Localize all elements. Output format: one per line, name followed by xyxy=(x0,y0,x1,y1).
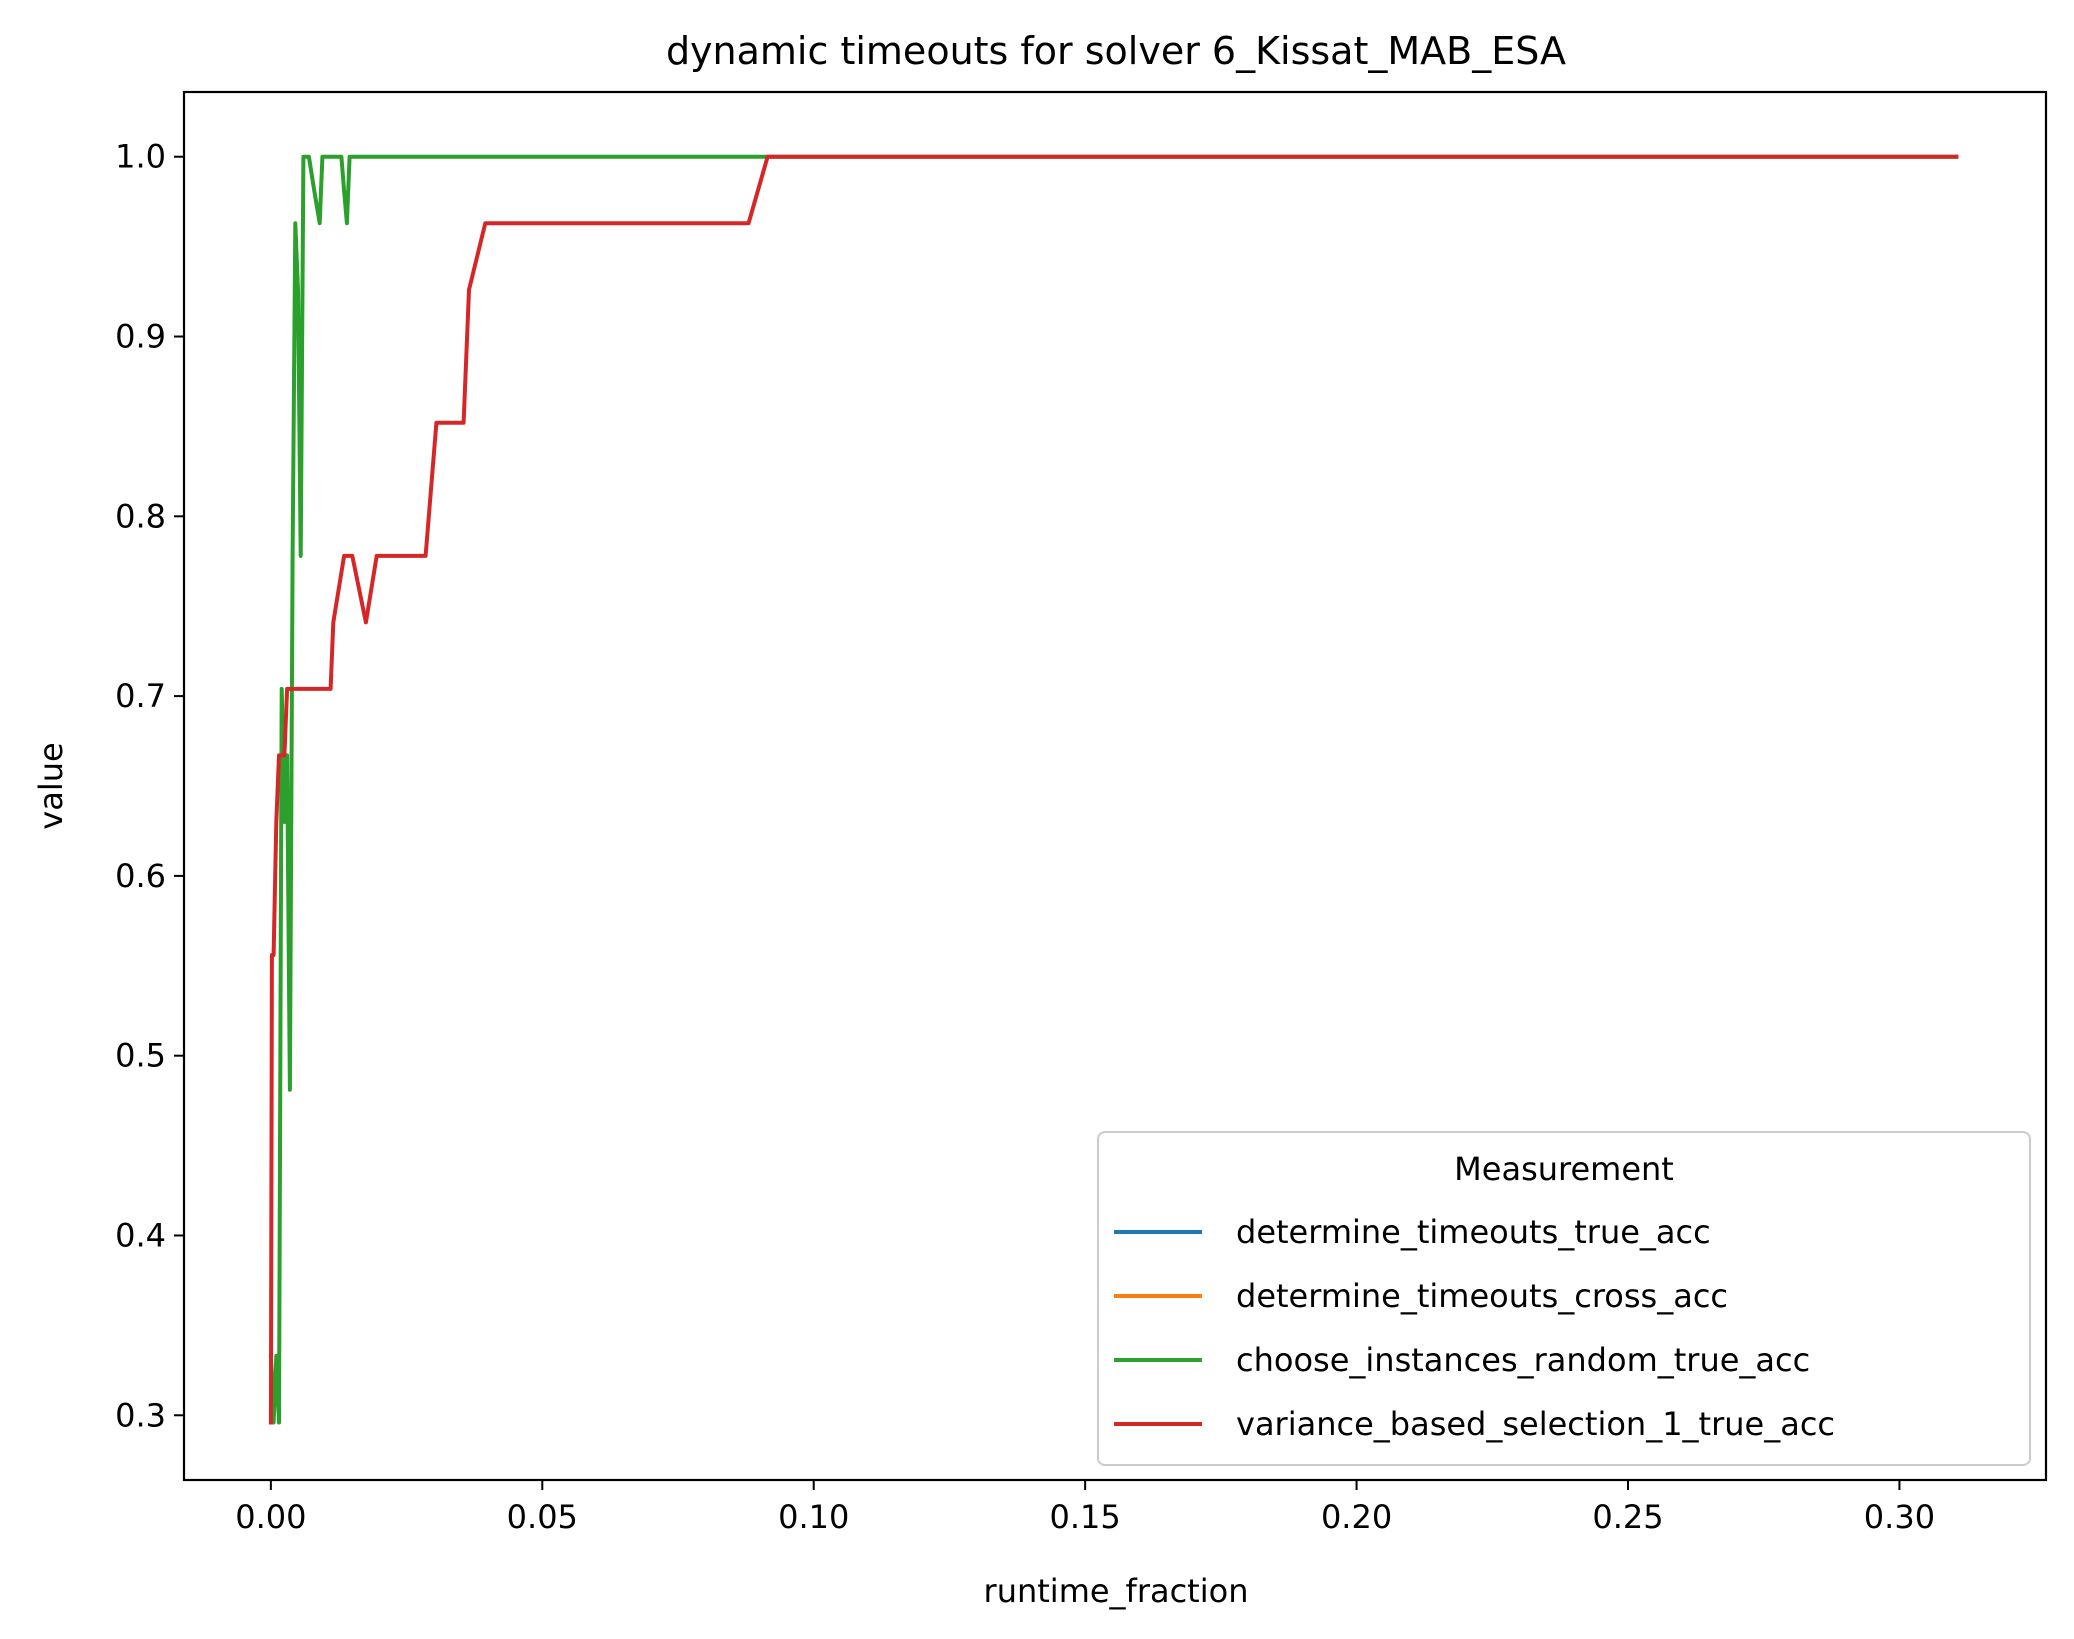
legend-entry-label: choose_instances_random_true_acc xyxy=(1236,1341,1810,1379)
y-axis-label: value xyxy=(32,742,70,829)
x-tick-label: 0.10 xyxy=(778,1498,849,1536)
plot-area-frame xyxy=(182,90,2048,1482)
chart-title: dynamic timeouts for solver 6_Kissat_MAB… xyxy=(666,29,1566,73)
series-layer xyxy=(268,154,1959,1425)
x-tick-label: 0.25 xyxy=(1592,1498,1663,1536)
x-tick-label: 0.00 xyxy=(235,1498,306,1536)
x-tick-label: 0.30 xyxy=(1864,1498,1935,1536)
legend-entry-label: determine_timeouts_true_acc xyxy=(1236,1213,1711,1251)
legend-title: Measurement xyxy=(1454,1150,1674,1188)
y-tick-label: 0.6 xyxy=(115,857,166,895)
y-tick-label: 0.4 xyxy=(115,1216,166,1254)
y-axis: 0.3 0.4 0.5 0.6 0.7 0.8 0.9 1.0 xyxy=(115,138,184,1434)
legend-frame xyxy=(1097,1131,2031,1466)
x-axis: 0.00 0.05 0.10 0.15 0.20 0.25 0.30 xyxy=(235,1480,1935,1536)
x-axis-label: runtime_fraction xyxy=(984,1572,1249,1610)
y-tick-label: 0.5 xyxy=(115,1037,166,1075)
series-line-choose_instances_random_true_acc xyxy=(268,154,1959,1425)
y-tick-label: 0.9 xyxy=(115,318,166,356)
legend-entry-label: determine_timeouts_cross_acc xyxy=(1236,1277,1728,1315)
y-tick-label: 0.8 xyxy=(115,497,166,535)
x-tick-label: 0.15 xyxy=(1050,1498,1121,1536)
x-tick-label: 0.20 xyxy=(1321,1498,1392,1536)
y-tick-label: 0.3 xyxy=(115,1396,166,1434)
y-tick-label: 0.7 xyxy=(115,677,166,715)
x-tick-label: 0.05 xyxy=(507,1498,578,1536)
series-line-variance_based_selection_1_true_acc xyxy=(268,154,1959,1425)
legend: Measurement determine_timeouts_true_accd… xyxy=(1097,1131,2031,1466)
legend-entry-label: variance_based_selection_1_true_acc xyxy=(1236,1405,1835,1443)
y-tick-label: 1.0 xyxy=(115,138,166,176)
